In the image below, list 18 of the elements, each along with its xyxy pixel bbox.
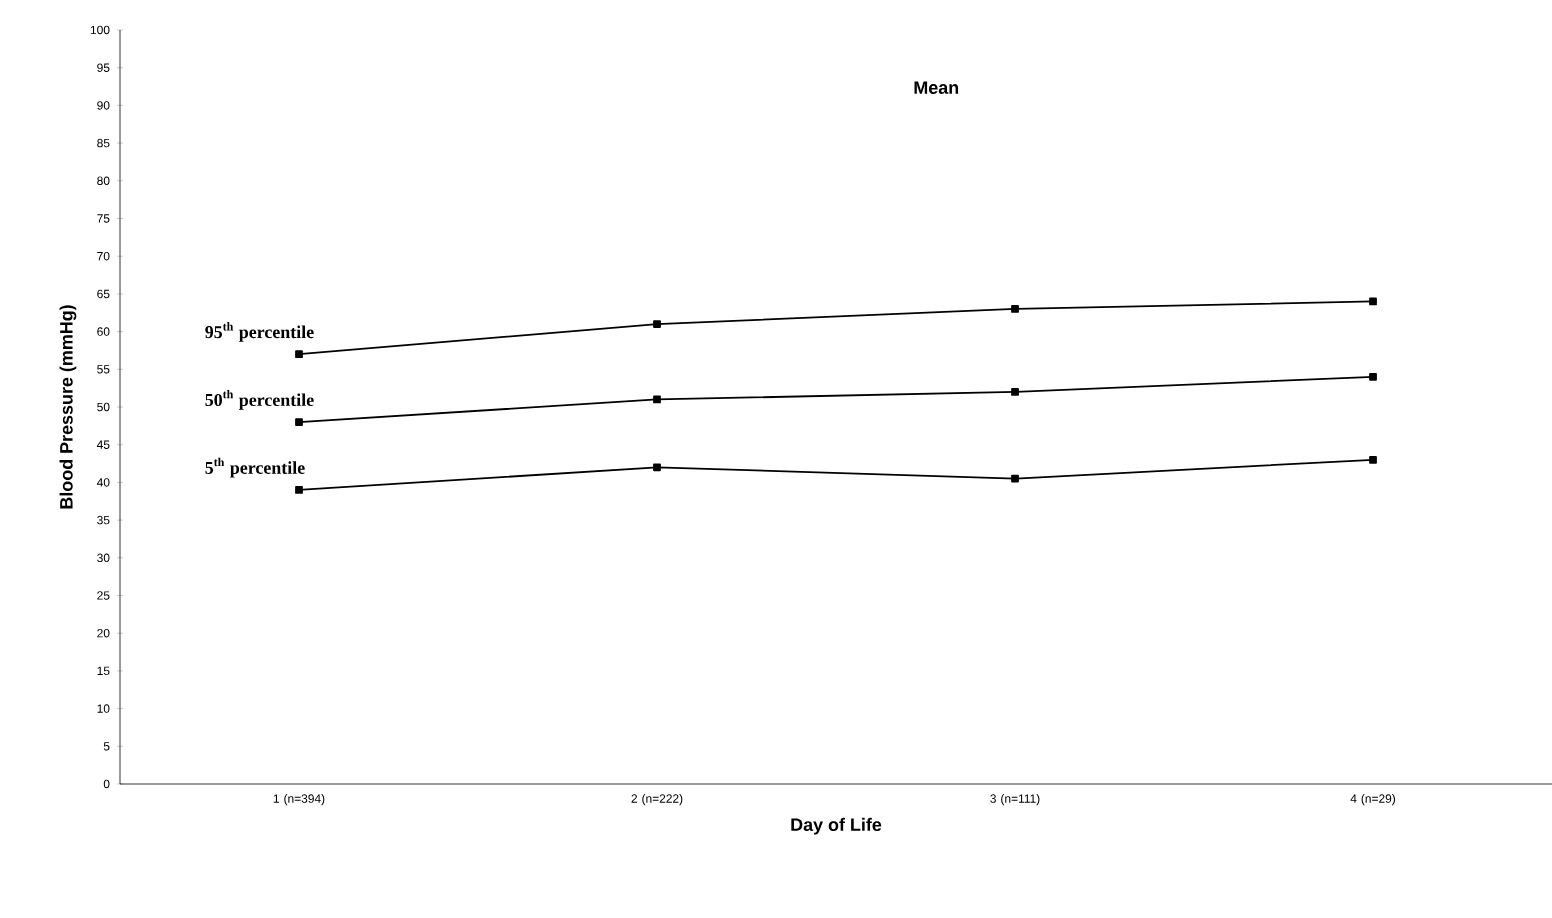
x-axis-title: Day of Life [791,817,882,835]
point [1011,305,1019,313]
point [1011,388,1019,396]
point [1369,455,1377,464]
point [653,395,661,404]
series-label: 50$^{th}$ percentile [205,389,314,410]
series-label: 95$^{th}$ percentile [205,322,314,342]
point [653,320,661,328]
series-label: 5$^{th}$ percentile [205,457,305,478]
text: Mean [914,81,959,94]
point [295,486,303,494]
point [653,463,661,472]
point [1369,297,1377,306]
point [295,350,303,359]
y-axis-title: Blood Pressure (mmHg) [59,305,77,509]
point [1369,372,1377,381]
point [1011,474,1019,483]
point [295,418,303,426]
